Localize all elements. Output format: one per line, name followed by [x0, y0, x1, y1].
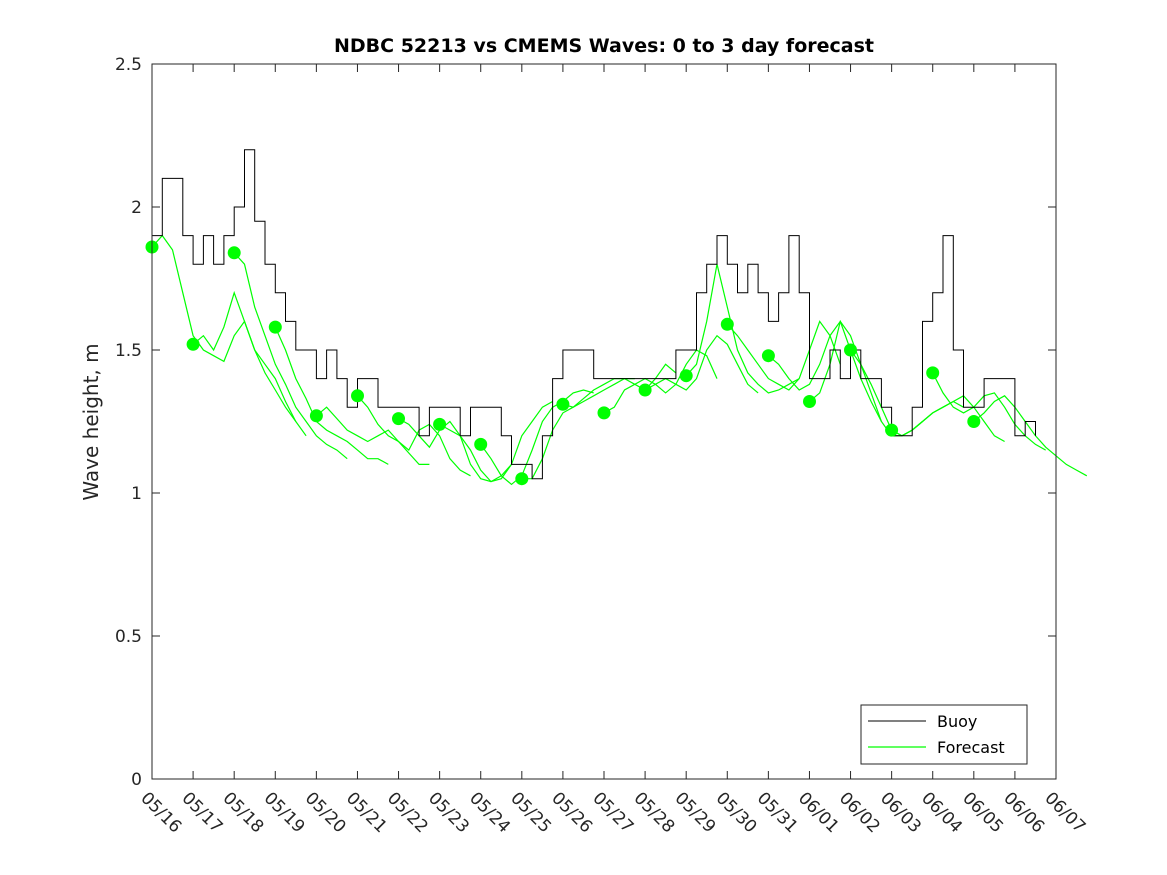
forecast-line [357, 395, 471, 477]
forecast-line [644, 334, 759, 394]
forecast-line [685, 264, 800, 394]
y-axis-label: Wave height, m [79, 343, 103, 500]
forecast-start-point [227, 246, 241, 260]
forecast-start-point [392, 412, 405, 426]
forecast-start-point [556, 397, 570, 411]
legend-label-forecast: Forecast [937, 738, 1005, 757]
legend: Buoy Forecast [860, 704, 1028, 765]
forecast-start-point [926, 366, 940, 380]
forecast-start-point [268, 320, 282, 334]
forecast-line [233, 252, 348, 460]
forecast-line [726, 320, 841, 391]
legend-box [860, 704, 1028, 765]
forecast-start-point [351, 389, 364, 403]
y-tick-label: 1.5 [115, 341, 142, 361]
forecast-line [316, 406, 430, 465]
forecast-start-point [597, 406, 611, 420]
y-axis: 0 0.5 1 1.5 2 2.5 [115, 55, 1056, 790]
forecast-line [603, 349, 718, 414]
forecast-start-point [186, 337, 200, 351]
y-tick-label: 2.5 [115, 55, 142, 75]
forecast-line [274, 326, 389, 465]
forecast-start-point [309, 409, 323, 423]
legend-label-buoy: Buoy [937, 712, 977, 731]
forecast-line [973, 395, 1088, 477]
forecast-line [192, 290, 307, 437]
forecast-start-point [885, 423, 899, 437]
forecast-start-point [679, 369, 693, 383]
forecast-line [768, 320, 882, 422]
forecast-start-point [638, 383, 652, 397]
plot-markers [145, 240, 981, 486]
forecast-line [439, 400, 553, 483]
y-tick-label: 0.5 [115, 627, 142, 647]
forecast-start-point [967, 415, 981, 428]
forecast-start-point [844, 343, 857, 357]
y-tick-label: 2 [131, 198, 142, 218]
forecast-start-point [515, 472, 529, 486]
forecast-line [891, 395, 1005, 443]
forecast-start-point [474, 437, 488, 451]
forecast-start-point [433, 417, 447, 431]
chart-title: NDBC 52213 vs CMEMS Waves: 0 to 3 day fo… [334, 35, 874, 57]
y-tick-label: 0 [131, 770, 142, 790]
forecast-line [480, 389, 594, 486]
forecast-line [932, 372, 1046, 451]
forecast-line [521, 378, 635, 480]
y-tick-label: 1 [131, 484, 142, 504]
forecast-start-point [803, 395, 816, 408]
forecast-start-point [761, 349, 775, 363]
forecast-start-point [720, 317, 734, 331]
forecast-line [151, 234, 297, 422]
